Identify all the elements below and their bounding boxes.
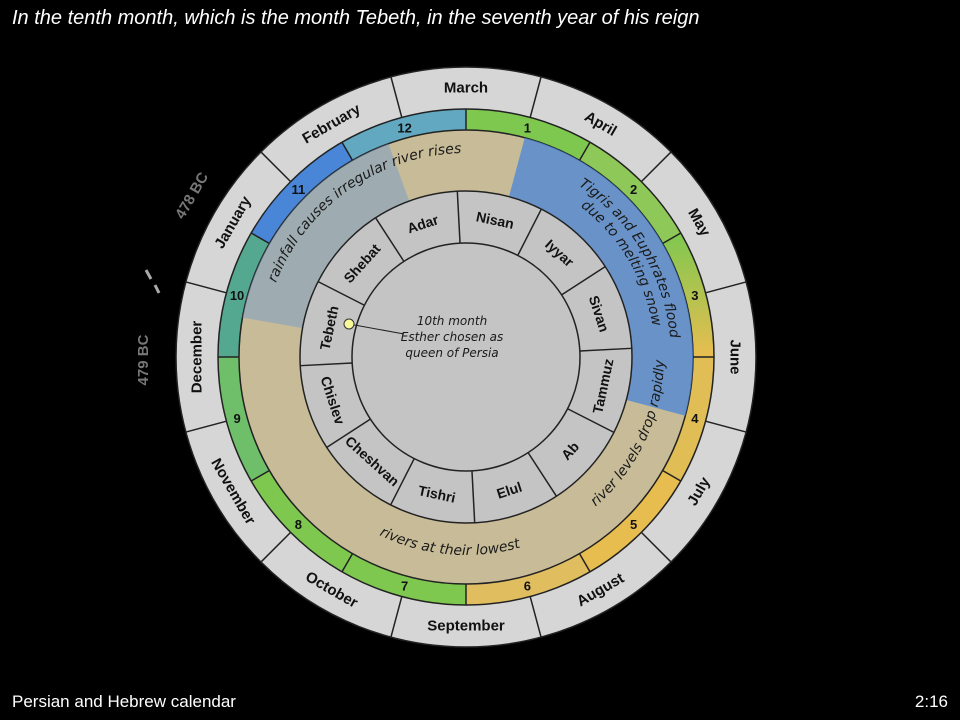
persian-month-number: 2 xyxy=(630,182,637,197)
gregorian-divider xyxy=(529,596,542,638)
center-disc xyxy=(351,242,581,472)
winter-highlight xyxy=(242,143,410,329)
tebeth-marker xyxy=(343,318,355,330)
persian-segment xyxy=(342,109,466,161)
hebrew-dividers xyxy=(300,191,632,523)
gregorian-month-label: September xyxy=(427,618,505,635)
persian-segment xyxy=(466,553,590,605)
gregorian-divider xyxy=(390,76,403,118)
hebrew-divider xyxy=(326,418,371,449)
gregorian-divider xyxy=(705,281,747,294)
persian-month-number: 8 xyxy=(295,517,302,532)
center-note-line2: Esther chosen as xyxy=(401,330,503,344)
persian-month-number: 6 xyxy=(524,578,531,593)
gregorian-divider xyxy=(640,151,672,183)
hebrew-divider xyxy=(456,191,461,244)
hebrew-month-label: Elul xyxy=(495,479,524,502)
timecode: 2:16 xyxy=(914,692,948,711)
persian-month-number: 11 xyxy=(292,182,306,197)
year-boundary-dash-2 xyxy=(153,284,161,294)
persian-segment xyxy=(662,357,714,481)
gregorian-divider xyxy=(705,420,747,433)
persian-month-number: 9 xyxy=(233,411,240,426)
year-label-479bc: 479 BC xyxy=(135,334,152,385)
gregorian-month-label: December xyxy=(189,321,206,394)
persian-segment xyxy=(218,357,270,481)
persian-divider xyxy=(578,141,591,161)
gregorian-divider xyxy=(260,151,292,183)
persian-month-number: 4 xyxy=(691,411,699,426)
persian-month-number: 7 xyxy=(401,578,408,593)
persian-divider xyxy=(250,469,270,482)
flood-highlight xyxy=(508,137,693,416)
center-note-line3: queen of Persia xyxy=(405,346,498,360)
hebrew-divider xyxy=(471,470,476,523)
hebrew-divider xyxy=(300,362,353,367)
hebrew-divider xyxy=(567,408,615,434)
hebrew-divider xyxy=(579,347,632,352)
gregorian-divider xyxy=(185,420,227,433)
hebrew-divider xyxy=(374,217,405,262)
gregorian-month-label: March xyxy=(444,80,488,97)
persian-segment xyxy=(218,233,270,357)
hebrew-divider xyxy=(317,280,365,306)
hebrew-divider xyxy=(389,458,415,506)
marker-leader-line xyxy=(348,323,405,335)
footer-caption: Persian and Hebrew calendar xyxy=(12,692,236,711)
persian-divider xyxy=(341,141,354,161)
gregorian-divider xyxy=(185,281,227,294)
hebrew-divider xyxy=(517,208,543,256)
persian-divider xyxy=(662,232,682,245)
persian-segment xyxy=(342,553,466,605)
persian-divider xyxy=(341,553,354,573)
gregorian-month-label: June xyxy=(727,339,744,374)
persian-month-number: 1 xyxy=(524,121,531,136)
persian-divider xyxy=(250,232,270,245)
center-note-line1: 10th month xyxy=(417,314,487,328)
persian-segment xyxy=(579,470,681,572)
hebrew-divider xyxy=(561,265,606,296)
gregorian-dividers xyxy=(185,76,747,638)
persian-segment xyxy=(662,233,714,357)
gregorian-divider xyxy=(390,596,403,638)
hebrew-month-label: Nisan xyxy=(475,208,516,232)
gregorian-divider xyxy=(640,531,672,563)
slide-title: In the tenth month, which is the month T… xyxy=(12,7,700,29)
year-label-478bc: 478 BC xyxy=(172,169,212,222)
persian-month-number: 5 xyxy=(630,517,637,532)
persian-segment xyxy=(251,470,353,572)
gregorian-divider xyxy=(529,76,542,118)
year-boundary-dash-1 xyxy=(144,269,153,280)
persian-dividers xyxy=(218,109,714,605)
persian-divider xyxy=(578,553,591,573)
gregorian-divider xyxy=(260,531,292,563)
persian-segment xyxy=(251,142,353,244)
persian-segment xyxy=(579,142,681,244)
hebrew-divider xyxy=(527,452,558,497)
persian-segment xyxy=(466,109,590,161)
persian-month-number: 10 xyxy=(230,288,244,303)
persian-month-number: 3 xyxy=(691,288,698,303)
hebrew-month-label: Tishri xyxy=(417,482,457,506)
persian-month-number: 12 xyxy=(397,121,411,136)
persian-segments xyxy=(218,109,714,605)
persian-divider xyxy=(662,469,682,482)
